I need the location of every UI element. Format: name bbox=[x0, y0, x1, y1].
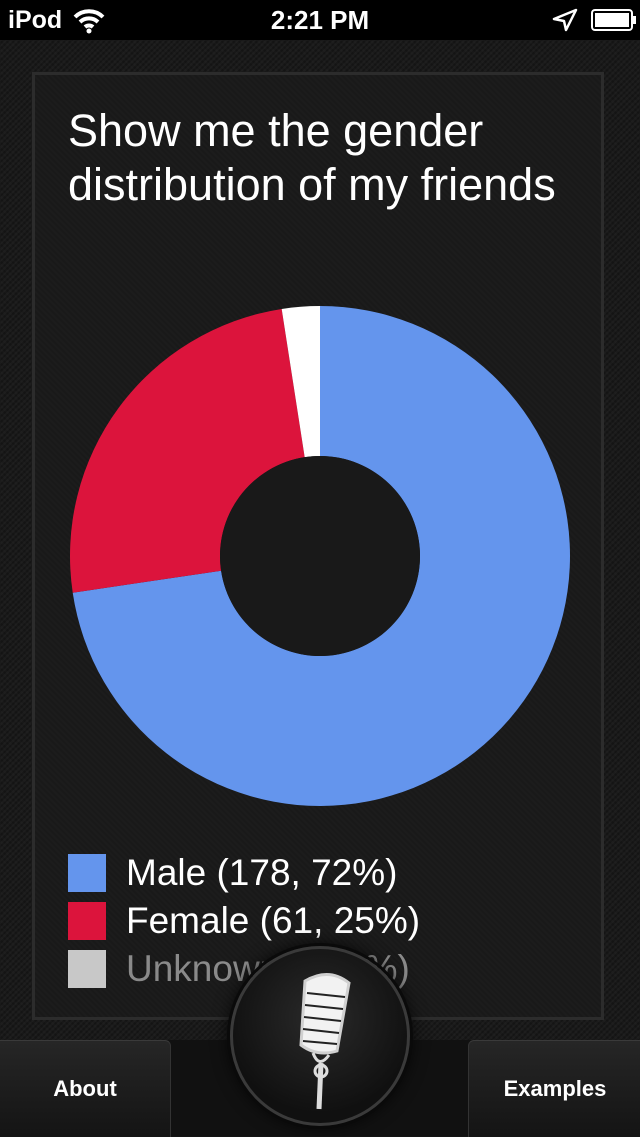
slice-unknown bbox=[281, 306, 320, 458]
battery-icon bbox=[591, 9, 636, 31]
chart-legend: Male (178, 72%)Female (61, 25%)Unknown (… bbox=[68, 850, 588, 994]
slice-female bbox=[70, 308, 305, 593]
about-tab[interactable]: About bbox=[0, 1040, 171, 1137]
microphone-icon bbox=[299, 973, 351, 1110]
query-text: Show me the gender distribution of my fr… bbox=[68, 105, 556, 210]
slice-male bbox=[72, 306, 570, 806]
donut-hole bbox=[220, 456, 420, 656]
legend-swatch bbox=[68, 950, 106, 988]
legend-label: Female (61, 25%) bbox=[126, 900, 421, 941]
legend-item-male: Male (178, 72%) bbox=[68, 850, 588, 898]
legend-item-female: Female (61, 25%) bbox=[68, 898, 588, 946]
examples-tab[interactable]: Examples bbox=[468, 1040, 640, 1137]
wifi-icon bbox=[73, 9, 105, 34]
microphone-button[interactable] bbox=[230, 946, 410, 1126]
legend-swatch bbox=[68, 854, 106, 892]
gender-donut-chart bbox=[70, 306, 570, 806]
legend-swatch bbox=[68, 902, 106, 940]
carrier-label: iPod bbox=[8, 6, 63, 34]
legend-label: Male (178, 72%) bbox=[126, 852, 398, 893]
status-bar: iPod 2:21 PM bbox=[0, 0, 640, 40]
location-arrow-icon bbox=[552, 8, 578, 32]
clock: 2:21 PM bbox=[270, 5, 370, 35]
